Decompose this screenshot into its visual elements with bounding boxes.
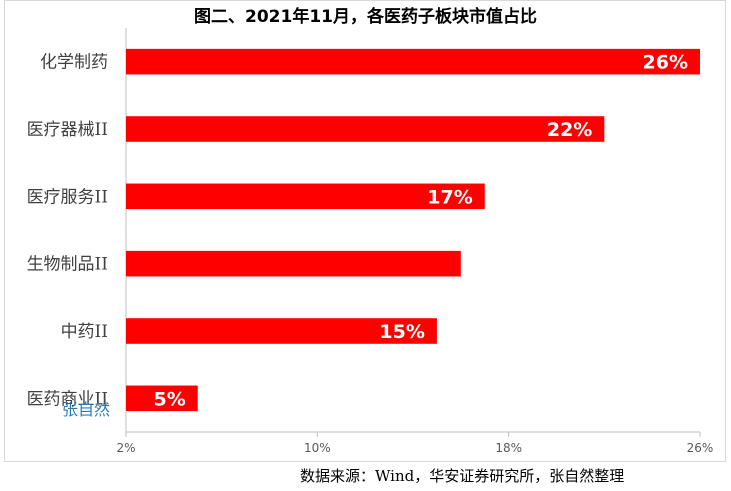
chart-title: 图二、2021年11月，各医药子板块市值占比 (194, 7, 537, 27)
watermark-text: 张自然 (62, 400, 111, 419)
y-tick-label: 化学制药 (40, 53, 108, 73)
bar (126, 183, 485, 210)
data-label: 5% (153, 388, 185, 410)
bar (126, 116, 605, 142)
bar (126, 250, 461, 277)
x-tick-label: 26% (687, 441, 714, 455)
y-tick-label: 医疗服务II (27, 187, 108, 207)
bar (126, 48, 700, 75)
data-label: 26% (643, 52, 688, 74)
y-tick-label: 生物制品II (27, 255, 108, 275)
x-tick-label: 10% (304, 441, 331, 455)
bar (126, 385, 198, 412)
x-tick-label: 2% (116, 441, 135, 455)
y-tick-label: 医药商业II (27, 389, 108, 409)
x-tick-label: 18% (495, 441, 522, 455)
data-label: 17% (427, 186, 472, 208)
y-tick-label: 医疗器械II (27, 120, 108, 140)
chart-frame (4, 0, 726, 462)
data-label: 22% (547, 119, 592, 141)
y-tick-label: 中药II (61, 322, 108, 342)
bar (126, 318, 437, 344)
source-note: 数据来源：Wind，华安证券研究所，张自然整理 (300, 467, 625, 485)
data-label: 15% (379, 321, 424, 343)
